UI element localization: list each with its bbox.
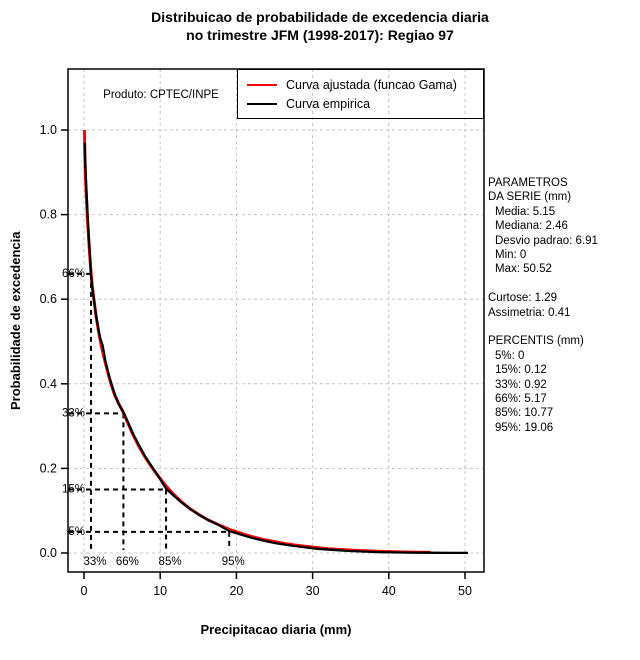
y-axis-tick-label: 0.6 [40,292,57,306]
empirical-curve [83,142,468,555]
percentis-item: 95%: 19.06 [495,421,554,434]
empirical-curve-line-sample [247,102,277,105]
parametros-item: Mediana: 2.46 [495,220,568,233]
legend-item-fitted: Curva ajustada (funcao Gama) [238,77,483,93]
x-axis-tick-label: 50 [458,584,472,598]
statistics-panel: PARAMETROS DA SERIE (mm) Media: 5.15 Media… [488,176,638,450]
x-axis-tick-label: 40 [382,584,396,598]
chart-title: Distribuicao de probabilidade de exceden… [0,8,640,44]
legend-label-empirical: Curva empirica [286,96,371,111]
percentis-item: 85%: 10.77 [495,407,554,420]
y-axis-tick-label: 1.0 [40,123,57,137]
percentile-y-label: 66% [62,268,85,280]
moment-item: Assimetria: 0.41 [488,306,571,319]
moment-item: Curtose: 1.29 [488,292,558,305]
percentile-x-label: 85% [159,556,182,568]
percentile-x-label: 95% [222,556,245,568]
percentis-item: 33%: 0.92 [495,378,547,391]
plot-border [67,68,485,573]
y-axis-tick-label: 0.0 [40,546,57,560]
legend-label-fitted: Curva ajustada (funcao Gama) [286,77,457,92]
x-axis-tick-label: 10 [153,584,167,598]
y-axis-tick-label: 0.2 [40,461,57,475]
parametros-header-line: DA SERIE (mm) [488,191,572,204]
moments-group: Curtose: 1.29 Assimetria: 0.41 [488,291,638,320]
fitted-curve-line-sample [247,83,277,86]
percentis-item: 15%: 0.12 [495,364,547,377]
y-axis-title: Probabilidade de excedencia [8,231,23,410]
percentile-y-label: 15% [62,484,85,496]
x-axis-tick-label: 0 [81,584,88,598]
parametros-item: Desvio padrao: 6.91 [495,234,598,247]
percentis-item: 5%: 0 [495,349,525,362]
percentis-header: PERCENTIS (mm) [488,335,584,348]
parametros-item: Min: 0 [495,249,527,262]
legend-box: Curva ajustada (funcao Gama) Curva empir… [237,69,484,119]
percentile-x-label: 33% [83,556,106,568]
parametros-item: Media: 5.15 [495,205,556,218]
product-label: Produto: CPTEC/INPE [103,89,219,101]
percentile-x-label: 66% [116,556,139,568]
parametros-header-line: PARAMETROS [488,177,568,189]
x-axis-tick-label: 20 [229,584,243,598]
y-axis-tick-label: 0.8 [40,208,57,222]
x-axis-title: Precipitacao diaria (mm) [200,622,352,637]
legend-item-empirical: Curva empirica [238,96,483,112]
percentile-y-label: 5% [68,526,85,538]
percentis-item: 66%: 5.17 [495,393,547,406]
percentile-y-label: 33% [62,407,85,419]
fitted-gamma-curve [82,129,431,554]
parametros-item: Max: 50.52 [495,263,552,276]
parametros-group: PARAMETROS DA SERIE (mm) Media: 5.15 Media… [488,176,638,277]
percentis-group: PERCENTIS (mm) 5%: 0 15%: 0.12 33%: 0.92 66… [488,334,638,435]
chart-title-line1: Distribuicao de probabilidade de exceden… [151,9,489,25]
chart-title-line2: no trimestre JFM (1998-2017): Regiao 97 [186,27,454,43]
y-axis-tick-label: 0.4 [40,377,57,391]
x-axis-tick-label: 30 [306,584,320,598]
